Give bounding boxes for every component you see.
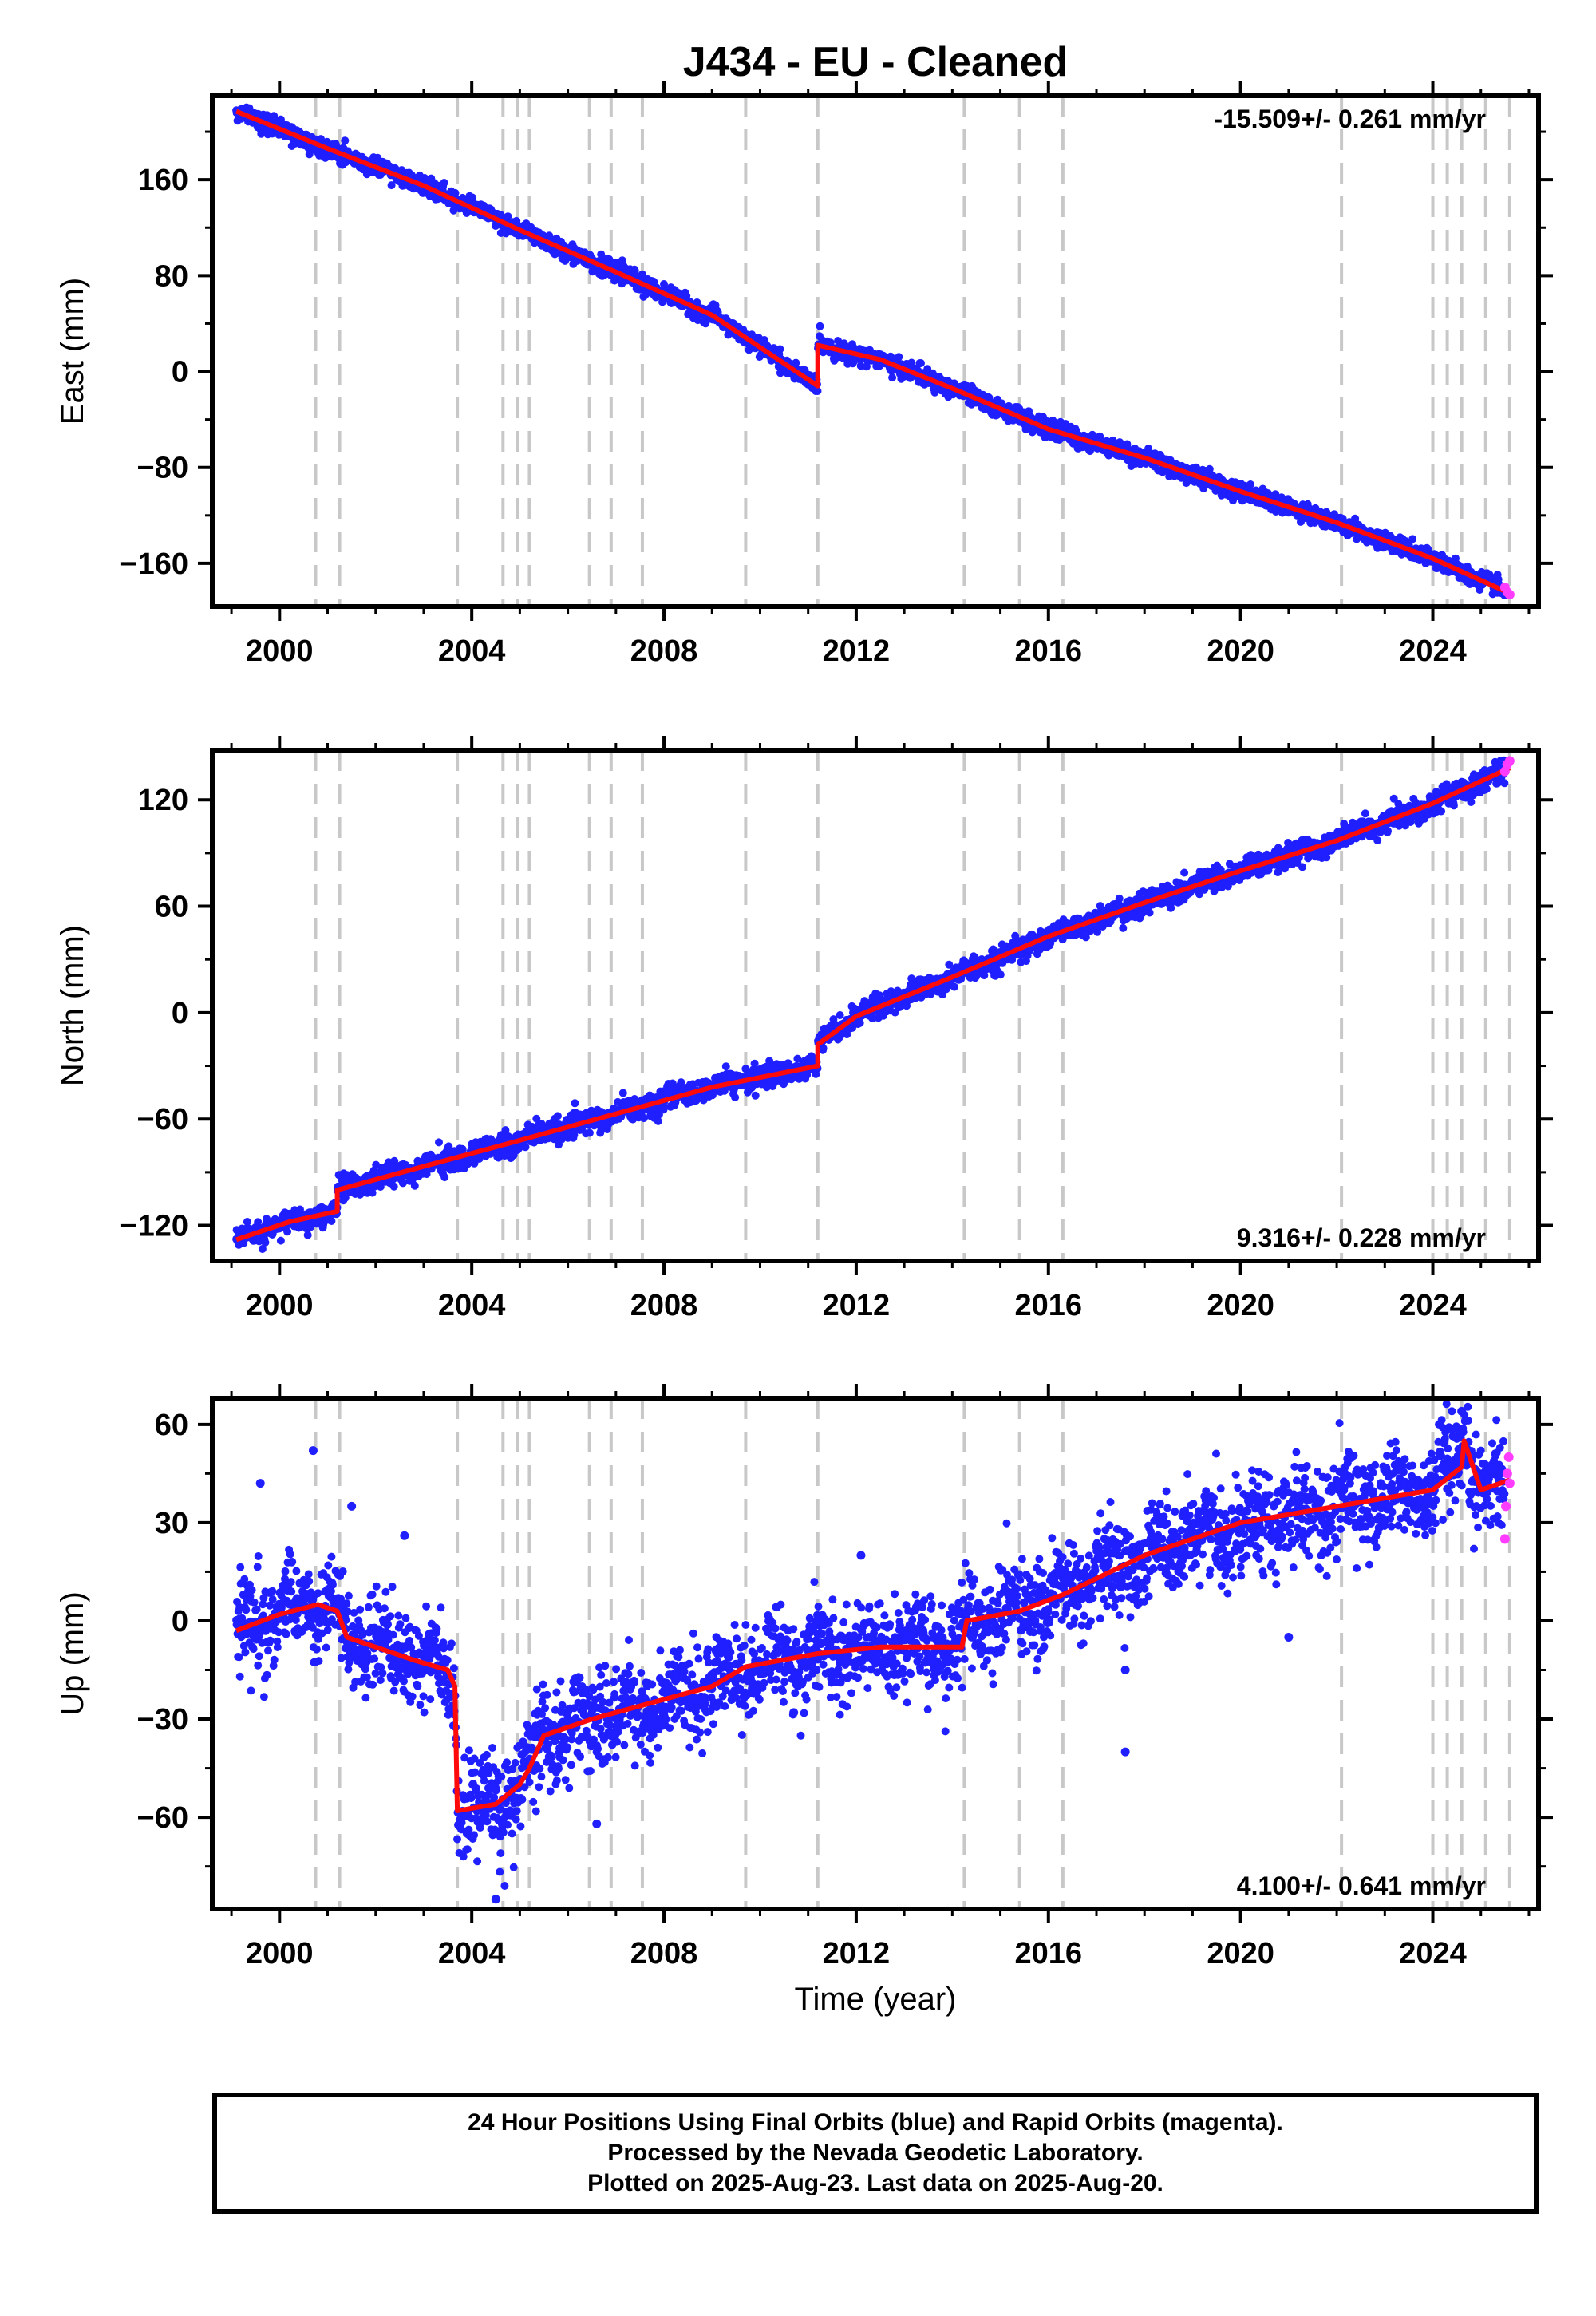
y-tick-label: 160 [138, 164, 188, 197]
data-point [327, 1217, 336, 1225]
panels: 160 80 0 −80 −160 2000 2004 2008 2012 2016 2020 202… [55, 81, 1553, 2017]
data-point [258, 1245, 267, 1253]
figure-title: J434 - EU - Cleaned [683, 39, 1069, 85]
break-lines-north [314, 750, 1511, 1261]
data-point [521, 1143, 530, 1152]
data-point [585, 1128, 594, 1137]
data-point [891, 1008, 899, 1017]
x-tick-label: 2012 [823, 634, 891, 668]
data-point [793, 1054, 802, 1063]
x-tick-label: 2000 [246, 634, 314, 668]
data-point [458, 1145, 467, 1154]
data-point [751, 1091, 760, 1100]
x-axis-east: 2000 2004 2008 2012 2016 2020 2024 [230, 81, 1531, 668]
data-point [1246, 480, 1254, 488]
final-points-east [232, 103, 1509, 599]
data-point [570, 1131, 579, 1140]
data-point [571, 1099, 579, 1108]
data-point [659, 1105, 668, 1114]
data-point [792, 358, 800, 367]
data-point [731, 1093, 740, 1101]
data-point [261, 1238, 270, 1247]
data-point [848, 1023, 856, 1032]
data-point [504, 212, 512, 221]
data-point [368, 1188, 377, 1197]
y-axis-label-east: East (mm) [55, 278, 90, 425]
data-point [816, 322, 824, 330]
panel-east: 160 80 0 −80 −160 2000 2004 2008 2012 2016 2020 202… [55, 81, 1553, 668]
data-point [888, 373, 897, 382]
data-point [243, 1218, 251, 1226]
y-tick-label: −160 [120, 547, 188, 581]
data-point [917, 359, 925, 367]
data-point [654, 1117, 662, 1125]
data-point [639, 1114, 648, 1123]
data-point [276, 1236, 285, 1245]
data-point [435, 1138, 443, 1147]
data-point [1408, 535, 1417, 543]
data-point [923, 365, 932, 373]
x-tick-label: 2024 [1399, 634, 1467, 668]
data-point [283, 1227, 292, 1236]
data-point [410, 1181, 419, 1190]
data-point [829, 1015, 838, 1024]
model-line-east [235, 109, 1511, 596]
data-point [862, 362, 871, 371]
final-points-north [232, 756, 1509, 1253]
data-point [618, 1089, 627, 1097]
data-point [303, 1231, 312, 1239]
x-tick-label: 2004 [438, 634, 506, 668]
data-point [387, 181, 396, 190]
data-point [819, 1044, 828, 1053]
data-point [501, 1126, 510, 1135]
rapid-points-east [1499, 582, 1515, 599]
data-point [532, 1114, 541, 1123]
data-point [389, 1182, 398, 1191]
y-tick-label: −80 [137, 452, 188, 485]
y-tick-label: 0 [172, 356, 188, 389]
data-point [776, 345, 784, 354]
data-point [440, 179, 448, 187]
data-point [468, 193, 476, 202]
rapid-point-2 [1504, 589, 1515, 599]
x-tick-label: 2020 [1207, 634, 1274, 668]
rate-label-east: -15.509+/- 0.261 mm/yr [1214, 105, 1486, 133]
data-point [553, 1112, 562, 1120]
data-point [254, 1218, 263, 1227]
data-point [855, 1018, 864, 1027]
y-axis-east: 160 80 0 −80 −160 [120, 130, 1553, 581]
data-point [813, 387, 822, 395]
data-point [451, 188, 460, 197]
data-point [341, 136, 350, 145]
data-point [398, 1179, 407, 1188]
data-point [836, 1011, 844, 1019]
data-point [750, 1059, 759, 1068]
data-point [677, 1078, 685, 1087]
y-tick-label: 80 [155, 259, 188, 293]
break-lines-east [314, 96, 1511, 607]
data-point [440, 1173, 449, 1182]
data-point [721, 1062, 730, 1071]
data-point [317, 135, 326, 144]
x-tick-label: 2016 [1015, 634, 1083, 668]
x-tick-label: 2008 [630, 634, 698, 668]
panel-frame-east [210, 93, 1541, 609]
data-point [895, 353, 903, 362]
